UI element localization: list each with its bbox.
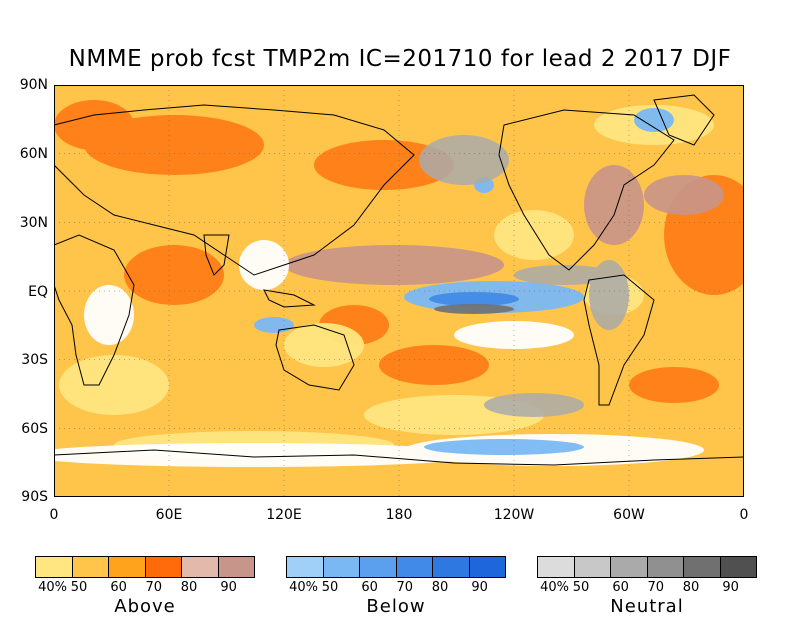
legend-tick: 60: [612, 580, 629, 595]
legend-tick: 90: [220, 580, 237, 595]
legend-neutral-ticks: 40% 50 60 70 80 90: [537, 578, 757, 595]
legend-neutral-swatch: [720, 557, 756, 577]
legend-neutral-swatches: [537, 556, 757, 578]
lat-label-30s: 30S: [21, 352, 48, 368]
legend-above-swatch: [72, 557, 109, 577]
legend-tick: 70: [647, 580, 665, 595]
lon-label-120e: 120E: [266, 507, 302, 523]
legend-tick: 40%: [38, 580, 68, 595]
south-america-outline: [583, 274, 655, 406]
legend-below-ticks: 40% 50 60 70 80 90: [286, 578, 506, 595]
legend-above-swatch: [145, 557, 182, 577]
legend-tick: 80: [180, 580, 198, 595]
neutral-strong-regions: [434, 304, 514, 314]
legend-below-title: Below: [366, 596, 426, 617]
legend-below-swatch: [323, 557, 360, 577]
india-outline: [203, 234, 230, 276]
legend-tick: 60: [361, 580, 378, 595]
legend-below: 40% 50 60 70 80 90 Below: [286, 556, 506, 617]
neutral-regions: [419, 135, 629, 417]
legend-tick: 40%: [289, 580, 319, 595]
legend-tick: 50: [572, 580, 590, 595]
lat-label-30n: 30N: [19, 215, 48, 231]
legend-tick: 50: [321, 580, 339, 595]
map-frame: [54, 85, 744, 497]
legend-above-swatch: [218, 557, 254, 577]
legend-neutral-swatch: [611, 557, 648, 577]
lon-label-0: 0: [49, 507, 59, 523]
legend-neutral-swatch: [647, 557, 684, 577]
legend-above: 40% 50 60 70 80 90 Above: [35, 556, 255, 617]
lon-label-60e: 60E: [155, 507, 183, 523]
legend-above-swatch: [109, 557, 146, 577]
lat-label-60n: 60N: [19, 146, 48, 162]
legend-above-ticks: 40% 50 60 70 80 90: [35, 578, 255, 595]
legend-neutral: 40% 50 60 70 80 90 Neutral: [537, 556, 757, 617]
below-strong-regions: [429, 292, 519, 306]
legend-tick: 90: [471, 580, 488, 595]
map-gridlines: [54, 85, 744, 497]
africa-outline: [54, 234, 135, 386]
lon-label-60w: 60W: [613, 507, 645, 523]
legend-above-title: Above: [114, 596, 176, 617]
lon-label-0-east: 0: [739, 507, 749, 523]
legend-below-swatches: [286, 556, 506, 578]
legend-tick: 50: [70, 580, 88, 595]
legend-tick: 70: [396, 580, 414, 595]
continent-outlines: [54, 94, 744, 466]
indonesia-outline: [263, 289, 316, 308]
lat-label-60s: 60S: [21, 421, 48, 437]
legend-neutral-swatch: [684, 557, 721, 577]
legend-below-swatch: [360, 557, 397, 577]
legend-neutral-swatch: [538, 557, 575, 577]
legend-tick: 80: [682, 580, 700, 595]
lon-label-120w: 120W: [493, 507, 535, 523]
map-title: NMME prob fcst TMP2m IC=201710 for lead …: [68, 46, 732, 72]
legend-below-swatch: [287, 557, 324, 577]
legend-above-swatch: [182, 557, 219, 577]
australia-outline: [275, 324, 355, 391]
legend-neutral-title: Neutral: [610, 596, 684, 617]
legend-tick: 60: [110, 580, 127, 595]
legend-tick: 90: [722, 580, 739, 595]
above-strong-regions: [54, 100, 744, 403]
legend-tick: 80: [431, 580, 449, 595]
legend-below-swatch: [433, 557, 470, 577]
legend-tick: 70: [145, 580, 163, 595]
lon-label-180: 180: [385, 507, 413, 523]
antarctica-outline: [54, 449, 744, 466]
lat-label-90s: 90S: [21, 489, 48, 505]
legend-above-swatch: [36, 557, 73, 577]
greenland-outline: [653, 94, 715, 146]
legend-below-swatch: [469, 557, 505, 577]
legend-neutral-swatch: [574, 557, 611, 577]
legend-tick: 40%: [540, 580, 570, 595]
legend-below-swatch: [396, 557, 433, 577]
lat-label-eq: EQ: [28, 284, 48, 300]
legend-above-swatches: [35, 556, 255, 578]
eurasia-outline: [54, 104, 415, 276]
north-america-outline: [498, 109, 675, 271]
forecast-map: [54, 85, 744, 497]
lat-label-90n: 90N: [19, 77, 48, 93]
